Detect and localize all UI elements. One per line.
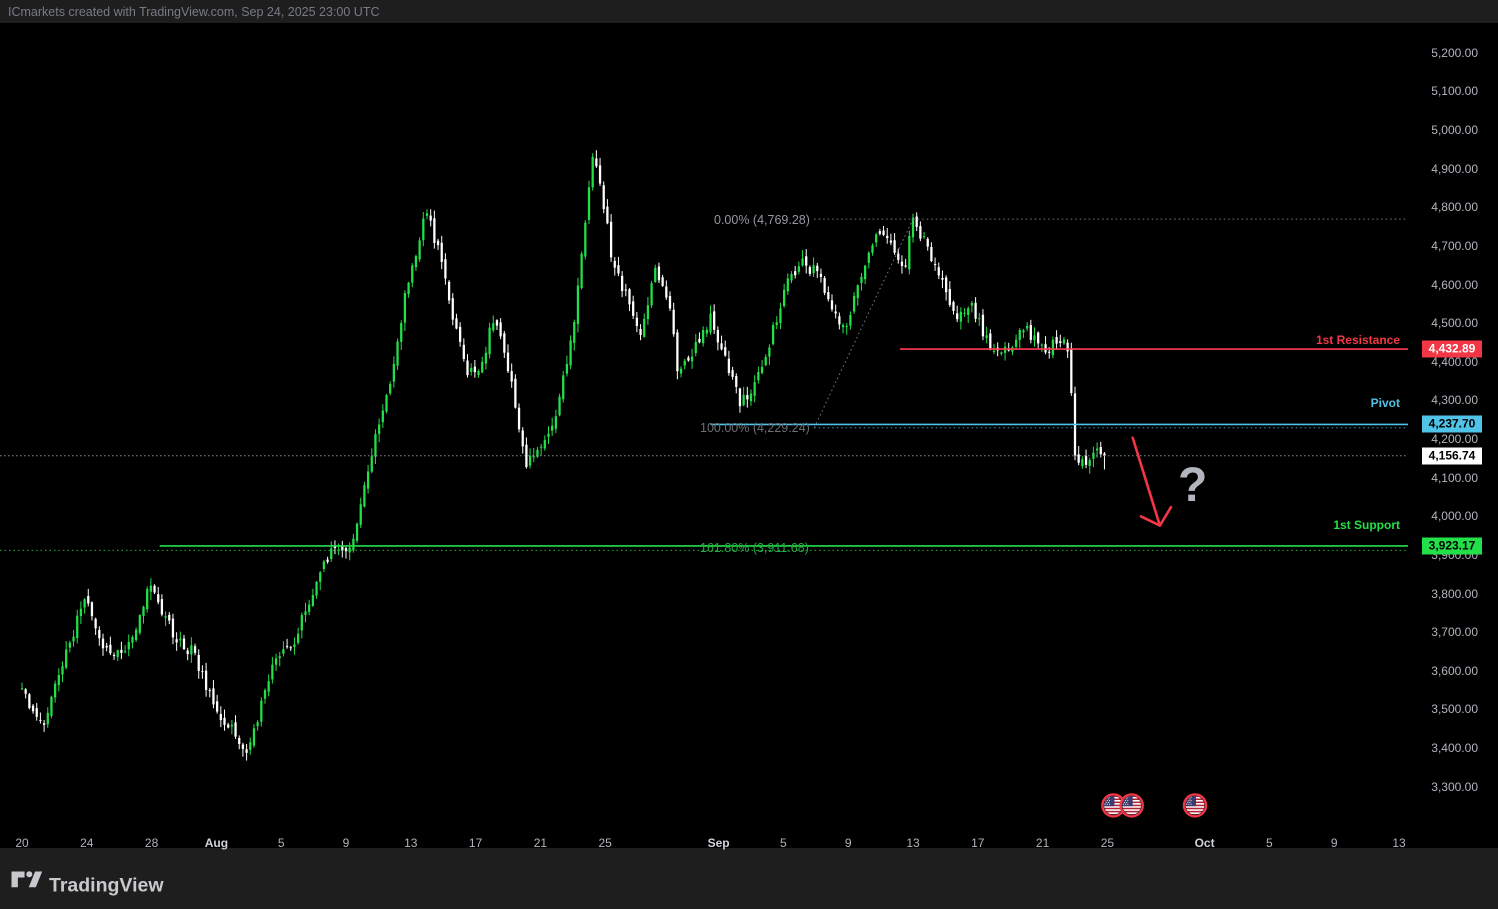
svg-text:TradingView: TradingView (49, 875, 164, 897)
svg-text:161.80% (3,911.68): 161.80% (3,911.68) (700, 541, 809, 555)
svg-text:?: ? (1178, 459, 1207, 512)
svg-text:0.00% (4,769.28): 0.00% (4,769.28) (714, 213, 810, 227)
svg-text:100.00% (4,229.24): 100.00% (4,229.24) (700, 421, 810, 435)
